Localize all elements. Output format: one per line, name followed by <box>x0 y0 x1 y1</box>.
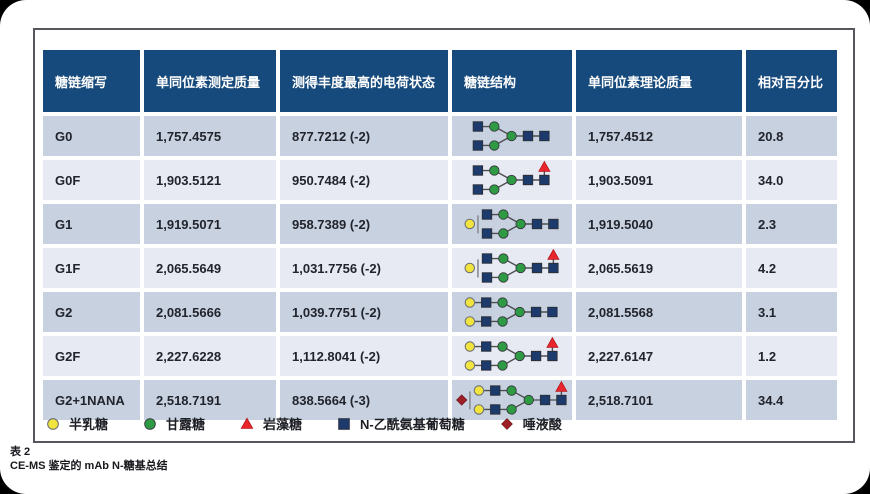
table-row: G0F 1,903.5121 950.7484 (-2) 1,903.5091 … <box>43 160 837 200</box>
theoretical-mass: 1,903.5091 <box>576 160 742 200</box>
caption-table-number: 表 2 <box>10 446 31 458</box>
measured-mass: 2,518.7191 <box>144 380 276 420</box>
table-row: G2 2,081.5666 1,039.7751 (-2) 2,081.5568… <box>43 292 837 332</box>
relative-percent: 20.8 <box>746 116 837 156</box>
measured-mass: 2,081.5666 <box>144 292 276 332</box>
legend-label: 岩藻糖 <box>263 417 303 432</box>
col-header-structure: 糖链结构 <box>452 50 572 112</box>
charge-state: 950.7484 (-2) <box>280 160 448 200</box>
relative-percent: 2.3 <box>746 204 837 244</box>
relative-percent: 1.2 <box>746 336 837 376</box>
glycan-structure-icon <box>464 336 559 371</box>
charge-state: 1,039.7751 (-2) <box>280 292 448 332</box>
glycan-abbr: G0F <box>43 160 140 200</box>
measured-mass: 1,757.4575 <box>144 116 276 156</box>
col-header-measured-mass: 单同位素测定质量 <box>144 50 276 112</box>
measured-mass: 2,227.6228 <box>144 336 276 376</box>
charge-state: 838.5664 (-3) <box>280 380 448 420</box>
glycan-abbr: G2 <box>43 292 140 332</box>
table-body: G0 1,757.4575 877.7212 (-2) 1,757.4512 2… <box>43 116 837 420</box>
glycan-abbr: G2+1NANA <box>43 380 140 420</box>
table-row: G1 1,919.5071 958.7389 (-2) 1,919.5040 2… <box>43 204 837 244</box>
charge-state: 1,112.8041 (-2) <box>280 336 448 376</box>
legend-item-mannose: 甘露糖 <box>142 414 205 433</box>
table-header: 糖链缩写 单同位素测定质量 测得丰度最高的电荷状态 糖链结构 单同位素理论质量 … <box>43 50 837 112</box>
legend-item-sialic: 唾液酸 <box>499 414 562 433</box>
measured-mass: 1,919.5071 <box>144 204 276 244</box>
legend-item-fucose: 岩藻糖 <box>239 414 302 433</box>
measured-mass: 1,903.5121 <box>144 160 276 200</box>
glycan-structure-icon <box>472 121 550 151</box>
caption-title: CE-MS 鉴定的 mAb N-糖基总结 <box>10 460 168 472</box>
glycan-structure-diagram <box>452 204 572 244</box>
glycan-structure-icon <box>464 209 559 239</box>
col-header-charge-state: 测得丰度最高的电荷状态 <box>280 50 448 112</box>
theoretical-mass: 1,757.4512 <box>576 116 742 156</box>
table-frame: 糖链缩写 单同位素测定质量 测得丰度最高的电荷状态 糖链结构 单同位素理论质量 … <box>33 28 855 443</box>
glycan-structure-icon <box>472 160 551 195</box>
col-header-abbr: 糖链缩写 <box>43 50 140 112</box>
glycan-structure-diagram <box>452 248 572 288</box>
galactose-icon <box>47 417 59 430</box>
glycan-summary-table: 糖链缩写 单同位素测定质量 测得丰度最高的电荷状态 糖链结构 单同位素理论质量 … <box>39 46 841 424</box>
glycan-structure-icon <box>464 248 560 283</box>
legend-label: 唾液酸 <box>522 417 562 432</box>
table-row: G0 1,757.4575 877.7212 (-2) 1,757.4512 2… <box>43 116 837 156</box>
legend-item-galactose: 半乳糖 <box>45 414 108 433</box>
glycan-structure-icon <box>464 297 558 327</box>
figure-caption: 表 2 CE-MS 鉴定的 mAb N-糖基总结 <box>10 446 168 473</box>
theoretical-mass: 2,227.6147 <box>576 336 742 376</box>
table-row: G2+1NANA 2,518.7191 838.5664 (-3) 2,518.… <box>43 380 837 420</box>
col-header-relative-percent: 相对百分比 <box>746 50 837 112</box>
relative-percent: 34.0 <box>746 160 837 200</box>
glycan-structure-diagram <box>452 380 572 420</box>
sialic-acid-icon <box>500 417 513 430</box>
legend-label: N-乙酰氨基葡萄糖 <box>360 417 465 432</box>
monosaccharide-legend: 半乳糖 甘露糖 岩藻糖 N-乙酰氨基葡萄糖 唾液酸 <box>45 414 562 433</box>
glycan-abbr: G0 <box>43 116 140 156</box>
theoretical-mass: 2,518.7101 <box>576 380 742 420</box>
glycan-structure-diagram <box>452 116 572 156</box>
charge-state: 877.7212 (-2) <box>280 116 448 156</box>
glcnac-icon <box>338 417 350 430</box>
charge-state: 1,031.7756 (-2) <box>280 248 448 288</box>
legend-item-glcnac: N-乙酰氨基葡萄糖 <box>336 414 465 433</box>
glycan-abbr: G1F <box>43 248 140 288</box>
mannose-icon <box>144 417 156 430</box>
table-row: G2F 2,227.6228 1,112.8041 (-2) 2,227.614… <box>43 336 837 376</box>
glycan-structure-diagram <box>452 160 572 200</box>
theoretical-mass: 2,065.5619 <box>576 248 742 288</box>
glycan-structure-icon <box>456 380 568 415</box>
glycan-structure-diagram <box>452 336 572 376</box>
glycan-structure-diagram <box>452 292 572 332</box>
theoretical-mass: 2,081.5568 <box>576 292 742 332</box>
glycan-abbr: G1 <box>43 204 140 244</box>
legend-label: 甘露糖 <box>166 417 206 432</box>
legend-label: 半乳糖 <box>69 417 109 432</box>
theoretical-mass: 1,919.5040 <box>576 204 742 244</box>
table-row: G1F 2,065.5649 1,031.7756 (-2) 2,065.561… <box>43 248 837 288</box>
relative-percent: 3.1 <box>746 292 837 332</box>
charge-state: 958.7389 (-2) <box>280 204 448 244</box>
glycan-abbr: G2F <box>43 336 140 376</box>
relative-percent: 4.2 <box>746 248 837 288</box>
col-header-theoretical-mass: 单同位素理论质量 <box>576 50 742 112</box>
relative-percent: 34.4 <box>746 380 837 420</box>
fucose-icon <box>240 416 254 429</box>
measured-mass: 2,065.5649 <box>144 248 276 288</box>
